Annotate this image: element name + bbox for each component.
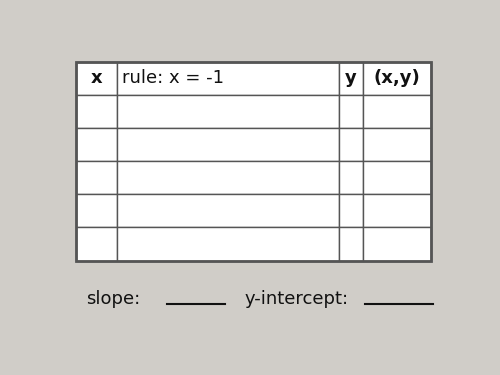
Bar (364, 228, 430, 261)
Bar (76, 128, 117, 161)
Bar (364, 161, 430, 194)
Text: slope:: slope: (86, 290, 140, 308)
Bar (338, 95, 363, 128)
Bar (364, 62, 430, 95)
Bar (117, 95, 338, 128)
Bar (338, 62, 363, 95)
Bar (76, 95, 117, 128)
Text: x: x (91, 69, 102, 87)
Bar (364, 194, 430, 228)
Bar (364, 128, 430, 161)
Bar (364, 95, 430, 128)
Bar (117, 194, 338, 228)
Bar (117, 62, 338, 95)
Bar (338, 128, 363, 161)
Bar (76, 194, 117, 228)
Bar (76, 161, 117, 194)
Text: y: y (345, 69, 357, 87)
Bar (338, 161, 363, 194)
Bar (76, 62, 117, 95)
Bar (117, 128, 338, 161)
Bar (338, 194, 363, 228)
Bar (76, 228, 117, 261)
Bar (76, 62, 430, 261)
Text: (x,y): (x,y) (374, 69, 420, 87)
Bar (338, 228, 363, 261)
Text: rule: x = -1: rule: x = -1 (122, 69, 224, 87)
Bar (117, 161, 338, 194)
Bar (117, 228, 338, 261)
Text: y-intercept:: y-intercept: (244, 290, 349, 308)
